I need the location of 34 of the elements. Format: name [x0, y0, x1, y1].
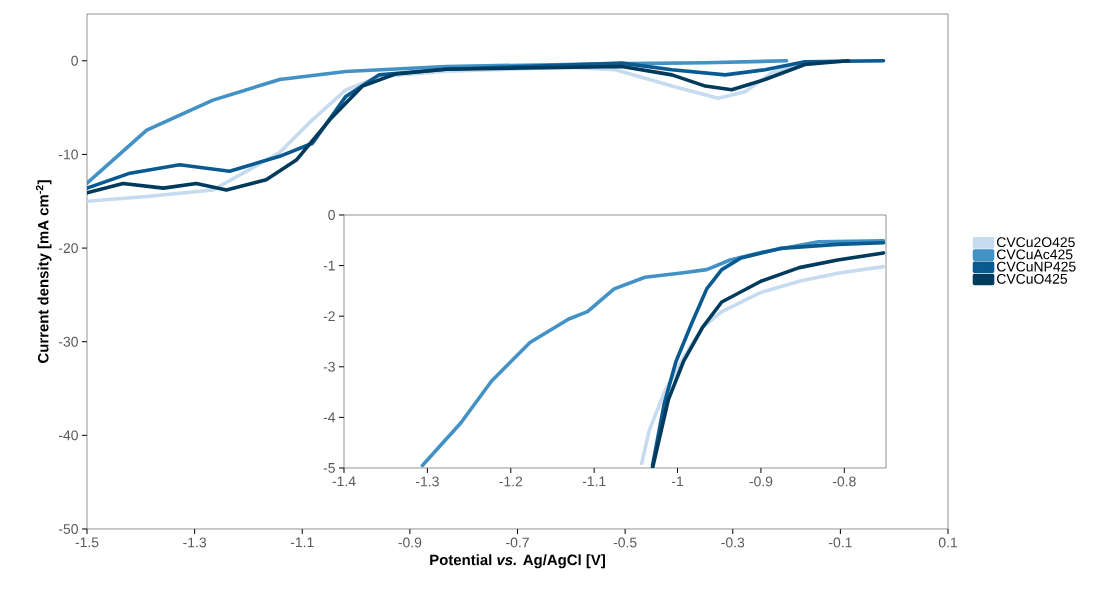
y-tick-label: -40	[58, 430, 78, 441]
x-tick-label: -0.5	[613, 537, 637, 548]
x-tick-label: -1.3	[416, 476, 439, 487]
x-tick-label: -0.9	[749, 476, 773, 487]
x-tick-label: -1.2	[499, 476, 523, 487]
legend-label: CVCuO425	[997, 273, 1068, 284]
x-tick-label: -0.8	[832, 476, 856, 487]
x-tick-label: -1	[671, 476, 684, 487]
y-tick-label: -5	[323, 463, 335, 473]
legend-label: CVCu2O425	[997, 237, 1075, 248]
y-tick-label: -3	[323, 361, 335, 372]
y-tick-label: -10	[58, 149, 78, 160]
x-tick-label: -0.9	[398, 537, 422, 548]
x-axis-title: Potential vs. Ag/AgCl [V]	[430, 554, 605, 569]
x-tick-label: -0.3	[721, 537, 745, 548]
x-tick-label: -0.1	[829, 537, 852, 548]
y-tick-label: -30	[58, 336, 78, 347]
x-tick-label: -1.1	[582, 476, 606, 487]
y-tick-label: -1	[323, 260, 335, 271]
y-tick-label: -50	[58, 524, 78, 534]
x-tick-label: -1.5	[75, 537, 99, 548]
legend-label: CVCuAc425	[997, 249, 1073, 260]
legend-label: CVCuNP425	[997, 261, 1076, 272]
y-axis-title: Current density [mA cm$^{-2}$]	[35, 180, 52, 363]
y-tick-label: -4	[323, 412, 336, 423]
x-tick-label: 0.1	[938, 537, 958, 548]
x-tick-label: -0.7	[506, 537, 529, 548]
x-tick-label: -1.3	[183, 537, 207, 548]
y-tick-label: -20	[58, 243, 78, 254]
x-tick-label: -1.1	[290, 537, 314, 548]
x-tick-label: -1.4	[332, 476, 356, 487]
y-tick-label: 0	[71, 55, 78, 66]
y-tick-label: -2	[323, 311, 335, 322]
y-tick-label: 0	[328, 210, 335, 220]
